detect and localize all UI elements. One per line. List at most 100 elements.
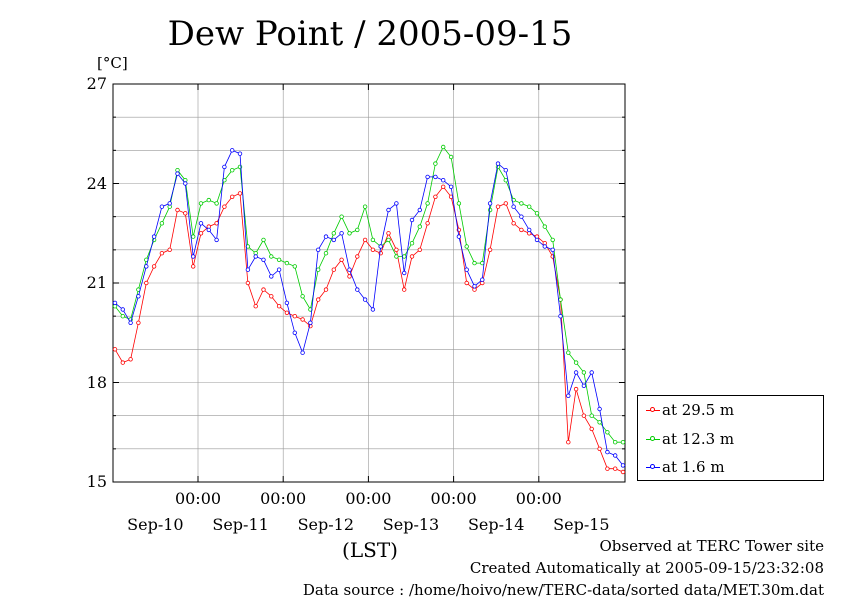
data-point <box>362 204 368 209</box>
x-time-label: 00:00 <box>515 489 562 508</box>
x-date-label: Sep-14 <box>467 515 525 534</box>
data-point <box>495 204 501 209</box>
data-point <box>605 449 610 455</box>
data-point <box>581 383 587 388</box>
y-tick-label: 21 <box>86 273 107 292</box>
data-point <box>198 221 204 226</box>
data-point <box>292 314 297 319</box>
data-point <box>386 237 391 243</box>
data-point <box>339 257 344 262</box>
data-point <box>597 406 602 412</box>
x-time-label: 00:00 <box>345 489 392 508</box>
x-date-label: Sep-15 <box>553 515 610 534</box>
data-point <box>316 297 321 302</box>
data-point <box>214 201 219 206</box>
data-point <box>433 161 438 166</box>
data-point <box>284 260 290 266</box>
data-point <box>503 177 508 183</box>
data-point <box>558 314 563 319</box>
data-point <box>425 201 430 206</box>
data-point <box>355 227 360 233</box>
data-point <box>362 297 368 302</box>
data-point <box>229 148 235 153</box>
legend-marker-icon <box>650 407 655 412</box>
data-point <box>448 184 454 189</box>
data-point <box>206 197 211 203</box>
y-tick-label: 15 <box>86 472 107 491</box>
data-point <box>316 267 321 272</box>
data-point <box>394 201 399 206</box>
data-point <box>487 247 493 252</box>
data-point <box>159 221 165 226</box>
y-tick-label: 18 <box>86 372 107 392</box>
y-tick-label: 27 <box>86 74 107 93</box>
data-point <box>323 287 329 292</box>
data-point <box>183 181 188 186</box>
data-point <box>175 207 180 213</box>
y-axis-unit: [°C] <box>97 54 128 72</box>
data-point <box>409 217 415 223</box>
data-point <box>316 247 321 252</box>
data-point <box>144 280 149 286</box>
data-point <box>362 237 368 243</box>
data-point <box>339 214 344 219</box>
legend-marker-icon <box>650 436 655 441</box>
data-point <box>597 446 602 451</box>
data-point <box>112 300 118 306</box>
data-point <box>370 247 376 252</box>
data-point <box>300 294 305 299</box>
data-point <box>613 440 618 445</box>
data-point <box>151 264 157 269</box>
data-point <box>323 250 329 256</box>
data-point <box>276 304 282 309</box>
data-point <box>433 174 438 180</box>
data-point <box>261 237 266 243</box>
data-point <box>511 221 516 226</box>
legend-label: at 29.5 m <box>662 401 735 419</box>
data-point <box>229 167 235 173</box>
data-point <box>605 430 610 435</box>
data-point <box>402 287 407 292</box>
legend-marker-icon <box>650 464 655 469</box>
legend-label: at 1.6 m <box>662 458 725 476</box>
data-point <box>573 386 579 392</box>
data-point <box>527 204 532 209</box>
data-point <box>347 231 352 236</box>
data-point <box>269 274 274 279</box>
data-point <box>519 227 524 233</box>
plot-frame <box>112 83 626 483</box>
data-point <box>581 370 587 375</box>
data-point <box>417 207 422 213</box>
data-point <box>441 177 446 183</box>
series-line <box>114 146 623 443</box>
legend-label: at 12.3 m <box>662 430 735 448</box>
data-point <box>566 350 571 355</box>
data-point <box>597 420 602 425</box>
data-point <box>261 287 266 292</box>
data-point <box>441 144 446 150</box>
data-point <box>229 194 235 199</box>
data-point <box>550 237 555 243</box>
data-point <box>425 221 430 226</box>
data-point <box>605 466 610 471</box>
data-point <box>503 167 508 173</box>
data-point <box>534 211 540 216</box>
data-point <box>245 267 251 272</box>
data-point <box>425 174 430 180</box>
data-point <box>253 254 258 259</box>
data-point <box>417 247 422 252</box>
data-point <box>269 254 274 259</box>
data-point <box>276 257 282 262</box>
data-point <box>159 204 165 209</box>
data-point <box>386 231 391 236</box>
data-point <box>386 207 391 213</box>
data-point <box>151 234 157 239</box>
data-point <box>472 284 477 289</box>
chart-title: Dew Point / 2005-09-15 <box>167 14 573 54</box>
data-point <box>519 201 524 206</box>
series-layer <box>112 144 626 475</box>
data-point <box>347 267 352 272</box>
data-point <box>495 161 501 166</box>
data-point <box>581 413 587 418</box>
data-point <box>558 297 563 302</box>
